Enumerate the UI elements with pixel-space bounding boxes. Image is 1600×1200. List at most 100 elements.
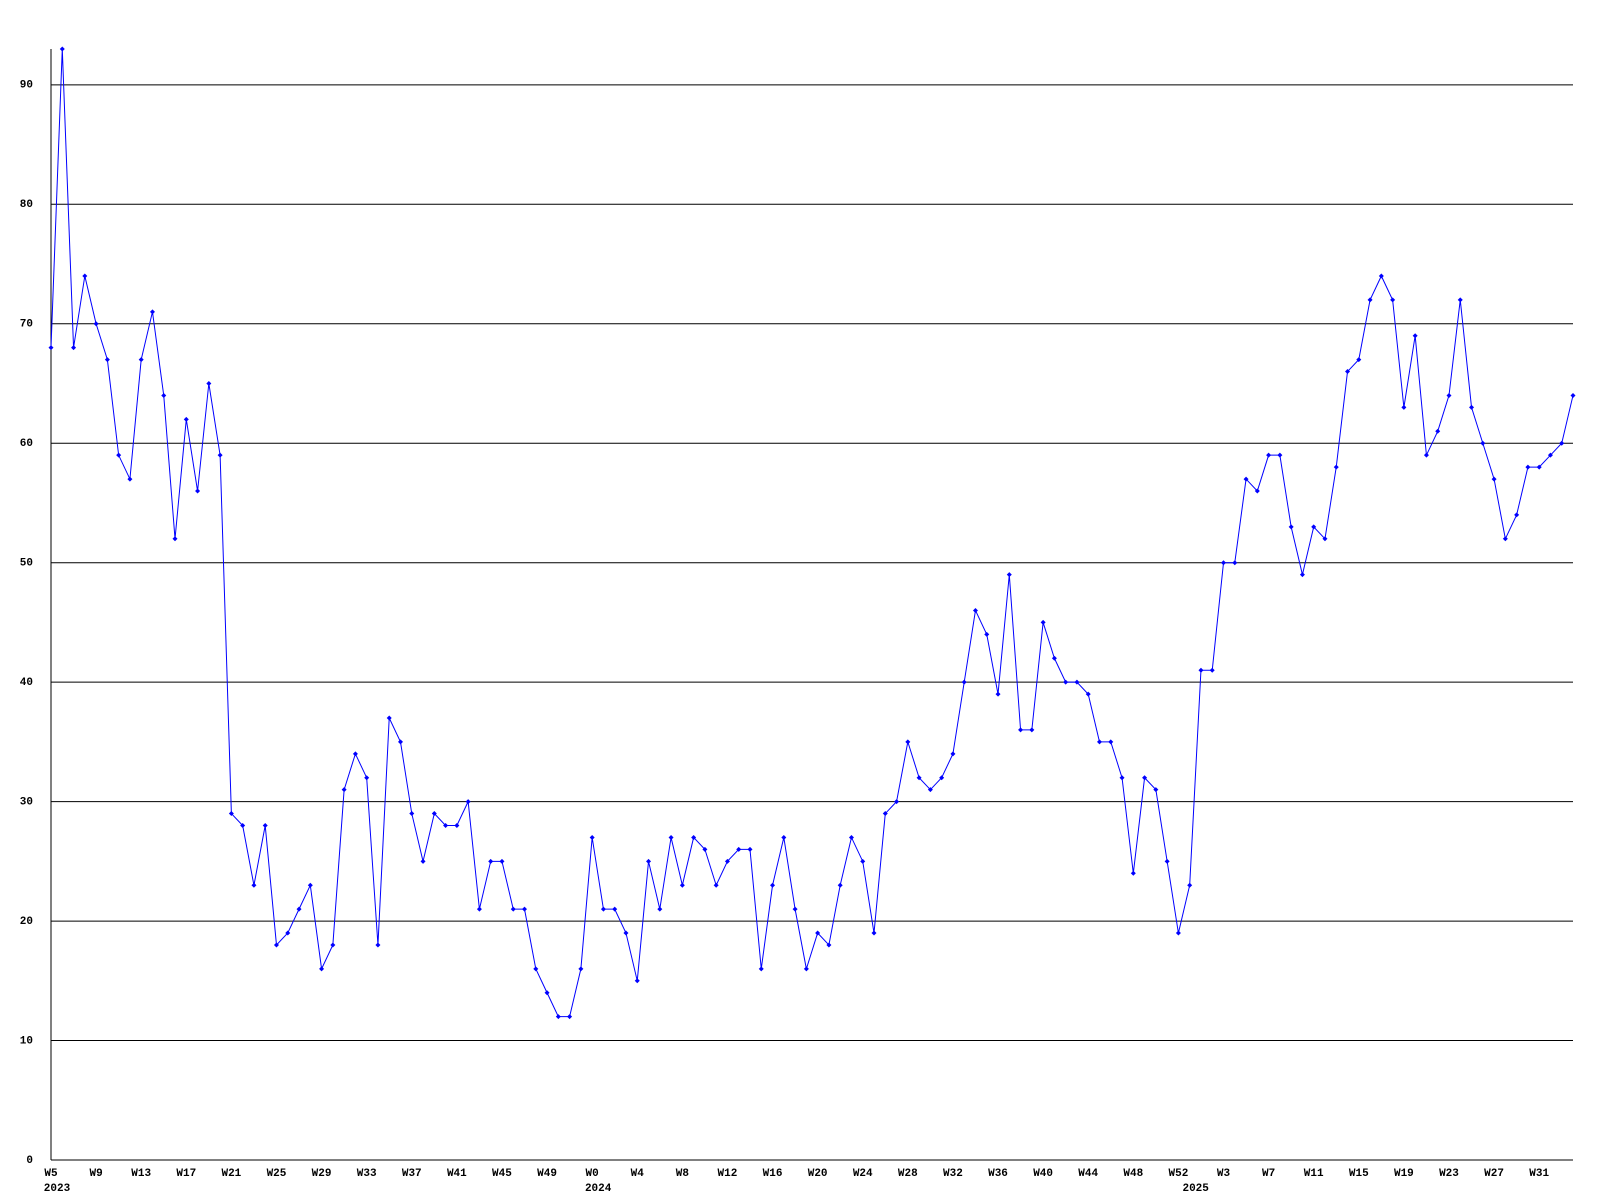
data-point <box>1029 727 1035 733</box>
y-tick-label: 80 <box>20 199 33 211</box>
data-point <box>443 823 449 829</box>
x-tick-label: W13 <box>131 1168 151 1180</box>
x-tick-label: W8 <box>676 1168 690 1180</box>
data-point <box>499 858 505 864</box>
x-tick-label: W21 <box>221 1168 241 1180</box>
data-point <box>364 775 370 781</box>
data-point <box>1446 392 1452 398</box>
data-point <box>1266 452 1272 458</box>
data-point <box>1390 297 1396 303</box>
data-point <box>679 882 685 888</box>
data-point <box>1333 464 1339 470</box>
data-point <box>71 345 77 351</box>
data-point <box>713 882 719 888</box>
x-tick-label: W37 <box>402 1168 422 1180</box>
data-point <box>871 930 877 936</box>
x-tick-label: W25 <box>267 1168 287 1180</box>
data-point <box>465 799 471 805</box>
data-point <box>1345 369 1351 375</box>
data-point <box>1130 870 1136 876</box>
data-point <box>1367 297 1373 303</box>
data-point <box>240 823 246 829</box>
x-tick-label: W5 <box>44 1168 58 1180</box>
data-point <box>1006 572 1012 578</box>
data-point <box>860 858 866 864</box>
data-point <box>149 309 155 315</box>
x-tick-label: W27 <box>1484 1168 1504 1180</box>
data-point <box>634 978 640 984</box>
y-tick-label: 10 <box>20 1035 33 1047</box>
x-tick-label: W24 <box>853 1168 873 1180</box>
data-point <box>1096 739 1102 745</box>
y-tick-label: 60 <box>20 438 33 450</box>
x-tick-label: W4 <box>631 1168 645 1180</box>
data-point <box>262 823 268 829</box>
x-tick-label: W48 <box>1123 1168 1143 1180</box>
data-point <box>375 942 381 948</box>
data-point <box>285 930 291 936</box>
x-tick-label: W28 <box>898 1168 918 1180</box>
data-point <box>803 966 809 972</box>
data-point <box>927 787 933 793</box>
data-point <box>1018 727 1024 733</box>
data-point <box>533 966 539 972</box>
data-point <box>961 679 967 685</box>
data-point <box>1063 679 1069 685</box>
x-tick-label: W15 <box>1349 1168 1369 1180</box>
data-point <box>116 452 122 458</box>
data-point <box>1491 476 1497 482</box>
data-point <box>939 775 945 781</box>
data-line <box>50 48 1574 1018</box>
data-point <box>296 906 302 912</box>
data-point <box>724 858 730 864</box>
data-point <box>736 846 742 852</box>
data-point <box>894 799 900 805</box>
data-point <box>1401 404 1407 410</box>
data-point <box>1423 452 1429 458</box>
data-point <box>1277 452 1283 458</box>
data-point <box>104 357 110 363</box>
x-tick-label: W45 <box>492 1168 512 1180</box>
data-point <box>206 380 212 386</box>
data-point <box>567 1014 573 1020</box>
x-tick-label: W31 <box>1529 1168 1549 1180</box>
data-point <box>623 930 629 936</box>
data-point <box>1547 452 1553 458</box>
x-tick-label: W36 <box>988 1168 1008 1180</box>
data-point <box>319 966 325 972</box>
data-point <box>905 739 911 745</box>
x-tick-label: W19 <box>1394 1168 1414 1180</box>
year-label: 2023 <box>44 1183 71 1195</box>
year-label: 2024 <box>585 1183 612 1195</box>
data-point <box>522 906 528 912</box>
data-point <box>1187 882 1193 888</box>
data-point <box>1480 440 1486 446</box>
data-point <box>1378 273 1384 279</box>
data-point <box>431 811 437 817</box>
data-point <box>815 930 821 936</box>
data-point <box>251 882 257 888</box>
data-point <box>1469 404 1475 410</box>
data-point <box>1243 476 1249 482</box>
x-tick-label: W20 <box>808 1168 828 1180</box>
data-point <box>1356 357 1362 363</box>
data-point <box>409 811 415 817</box>
data-point <box>217 452 223 458</box>
data-point <box>454 823 460 829</box>
x-tick-label: W0 <box>586 1168 599 1180</box>
y-tick-label: 0 <box>26 1155 33 1167</box>
year-label: 2025 <box>1182 1183 1209 1195</box>
data-point <box>1457 297 1463 303</box>
y-tick-label: 30 <box>20 797 33 809</box>
data-point <box>127 476 133 482</box>
data-point <box>172 536 178 542</box>
data-point <box>984 631 990 637</box>
x-tick-label: W16 <box>763 1168 783 1180</box>
data-point <box>1221 560 1227 566</box>
x-tick-label: W3 <box>1217 1168 1231 1180</box>
y-tick-label: 40 <box>20 677 33 689</box>
data-point <box>195 488 201 494</box>
data-point <box>510 906 516 912</box>
data-point <box>48 345 54 351</box>
